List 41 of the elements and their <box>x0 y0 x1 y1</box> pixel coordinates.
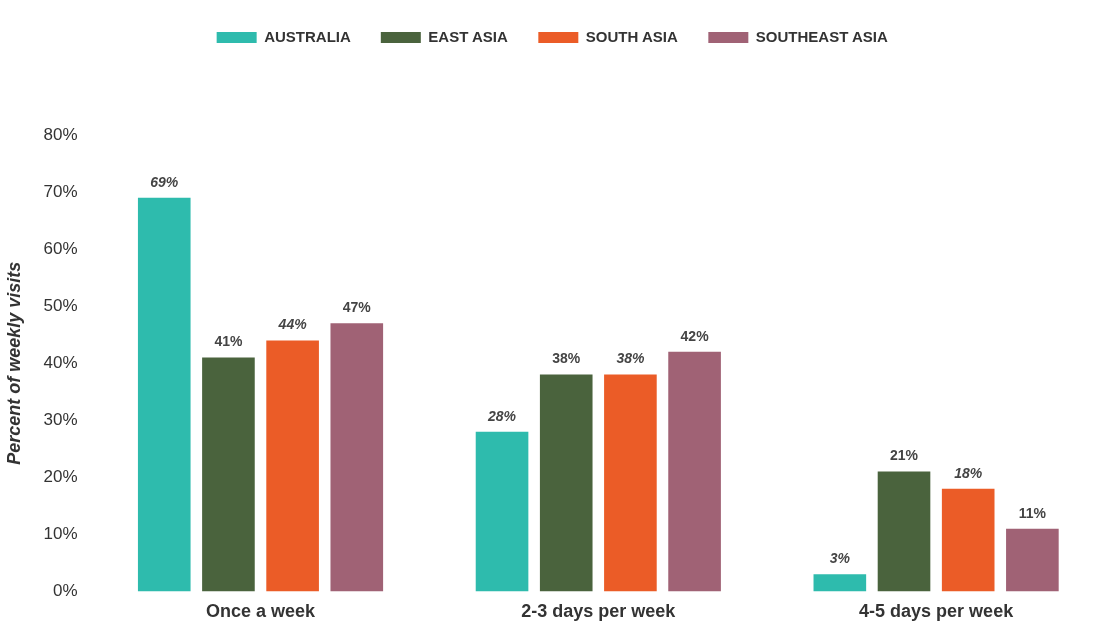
y-tick-label: 10% <box>43 524 78 544</box>
legend-label: EAST ASIA <box>428 27 508 45</box>
bar <box>1006 528 1059 592</box>
bar <box>202 357 255 592</box>
data-label: 18% <box>954 464 983 481</box>
bar <box>604 374 657 592</box>
y-tick-label: 0% <box>53 581 78 601</box>
y-tick-label: 60% <box>43 238 78 258</box>
data-label: 44% <box>277 316 308 333</box>
x-tick-label: 2-3 days per week <box>521 601 677 622</box>
y-tick-label: 70% <box>43 181 78 201</box>
bar <box>330 323 384 592</box>
data-label: 21% <box>890 447 919 464</box>
data-label: 38% <box>552 350 581 367</box>
y-tick-label: 50% <box>43 295 78 315</box>
data-label: 11% <box>1018 504 1047 521</box>
data-label: 41% <box>214 333 243 350</box>
legend-label: AUSTRALIA <box>264 27 351 45</box>
x-tick-label: 4-5 days per week <box>859 601 1015 622</box>
x-tick-label: Once a week <box>205 601 317 622</box>
bar <box>137 197 191 592</box>
y-tick-label: 20% <box>43 466 78 486</box>
bar <box>877 471 931 592</box>
bar <box>668 351 721 592</box>
bar <box>539 374 593 592</box>
legend-label: SOUTHEAST ASIA <box>755 27 888 45</box>
legend-label: SOUTH ASIA <box>585 27 678 45</box>
data-label: 28% <box>487 407 517 424</box>
data-label: 47% <box>342 299 372 316</box>
y-tick-label: 80% <box>43 124 78 144</box>
data-label: 42% <box>680 327 710 344</box>
data-label: 3% <box>829 550 851 567</box>
bar <box>475 431 529 592</box>
bar <box>813 574 867 592</box>
data-label: 69% <box>150 173 179 190</box>
y-axis-title: Percent of weekly visits <box>3 261 24 465</box>
data-label: 38% <box>616 350 645 367</box>
bar <box>941 488 995 592</box>
y-tick-label: 30% <box>43 409 78 429</box>
bar <box>266 340 319 592</box>
y-tick-label: 40% <box>43 352 78 372</box>
